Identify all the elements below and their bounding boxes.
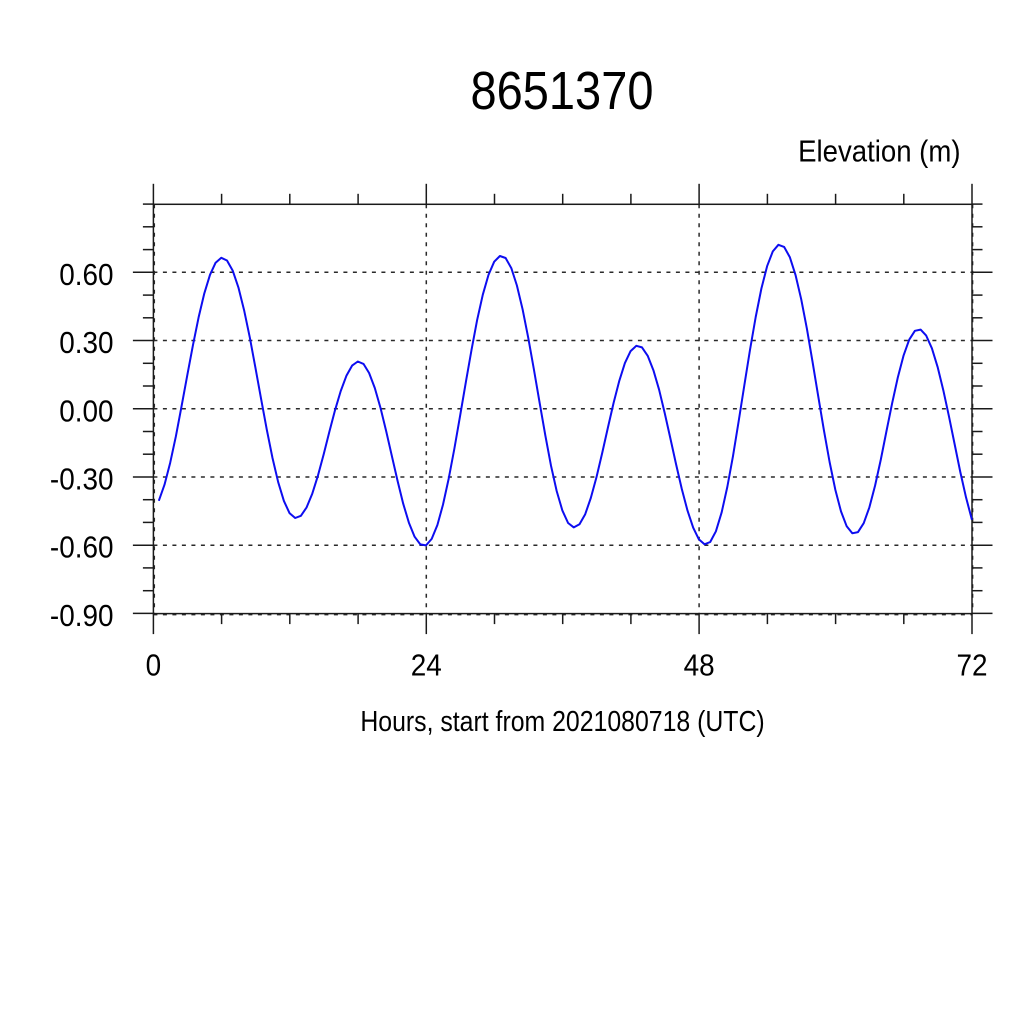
- svg-text:0.30: 0.30: [59, 326, 113, 361]
- svg-text:-0.60: -0.60: [50, 530, 114, 565]
- svg-text:8651370: 8651370: [471, 60, 654, 121]
- svg-text:48: 48: [684, 648, 715, 683]
- svg-text:Hours, start from 2021080718 (: Hours, start from 2021080718 (UTC): [360, 705, 764, 737]
- svg-text:0.60: 0.60: [59, 257, 113, 292]
- svg-text:0: 0: [146, 648, 162, 683]
- svg-text:-0.30: -0.30: [50, 462, 114, 497]
- svg-text:72: 72: [956, 648, 987, 683]
- svg-text:-0.90: -0.90: [50, 599, 114, 634]
- svg-text:24: 24: [411, 648, 442, 683]
- svg-text:Elevation (m): Elevation (m): [798, 135, 960, 169]
- svg-text:0.00: 0.00: [59, 394, 113, 429]
